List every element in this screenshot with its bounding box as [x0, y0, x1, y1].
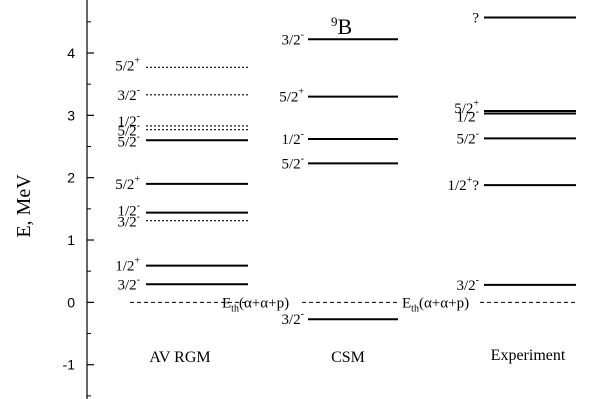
y-tick-label: 1: [67, 232, 75, 248]
column-label: CSM: [331, 349, 365, 366]
y-tick-label: 0: [67, 294, 75, 310]
y-tick-label: 3: [67, 107, 75, 123]
column-labels: AV RGM CSM Experiment: [149, 347, 565, 366]
level-label: 5/2+: [454, 98, 479, 117]
column-label: Experiment: [491, 347, 566, 364]
level-label: 1/2-: [117, 111, 140, 130]
level-label: 3/2-: [117, 85, 140, 104]
level-label: 5/2-: [117, 121, 140, 140]
nucleus-label: 9B: [331, 14, 352, 39]
level-label: 5/2+: [115, 174, 140, 193]
level-label: 3/2-: [281, 29, 304, 48]
y-tick-label: 4: [67, 45, 75, 61]
level-label: 3/2-: [281, 309, 304, 328]
y-axis-ticks: -1 0 1 2 3 4: [63, 21, 94, 397]
level-label: 3/2-: [456, 275, 479, 294]
threshold-label: Eth(α+α+p): [402, 295, 469, 314]
levels-group: 5/2+3/2-1/2-5/2-5/2-5/2+1/2-3/2-1/2+3/2-…: [115, 10, 576, 328]
nucleus-mass: 9: [331, 14, 338, 29]
level-label: 5/2+: [279, 87, 304, 106]
level-label: 5/2+: [115, 55, 140, 74]
level-label: 5/2-: [281, 153, 304, 172]
level-label: ?: [472, 10, 479, 26]
level-label: 1/2+?: [448, 175, 480, 194]
y-tick-label: -1: [63, 357, 76, 373]
column-label: AV RGM: [149, 349, 210, 366]
level-label: 1/2+: [115, 256, 140, 275]
level-label: 5/2-: [117, 131, 140, 150]
level-label: 5/2-: [456, 128, 479, 147]
level-label: 1/2-: [117, 201, 140, 220]
level-label: 3/2-: [117, 274, 140, 293]
threshold-label: Eth(α+α+p): [222, 295, 289, 314]
nucleus-symbol: B: [338, 14, 353, 39]
threshold-lines: Eth(α+α+p) Eth(α+α+p): [130, 295, 578, 314]
y-tick-label: 2: [67, 170, 75, 186]
level-label: 3/2-: [117, 212, 140, 231]
y-axis-label: E, MeV: [13, 174, 35, 238]
level-label: 1/2-: [456, 106, 479, 125]
level-label: 1/2-: [281, 129, 304, 148]
